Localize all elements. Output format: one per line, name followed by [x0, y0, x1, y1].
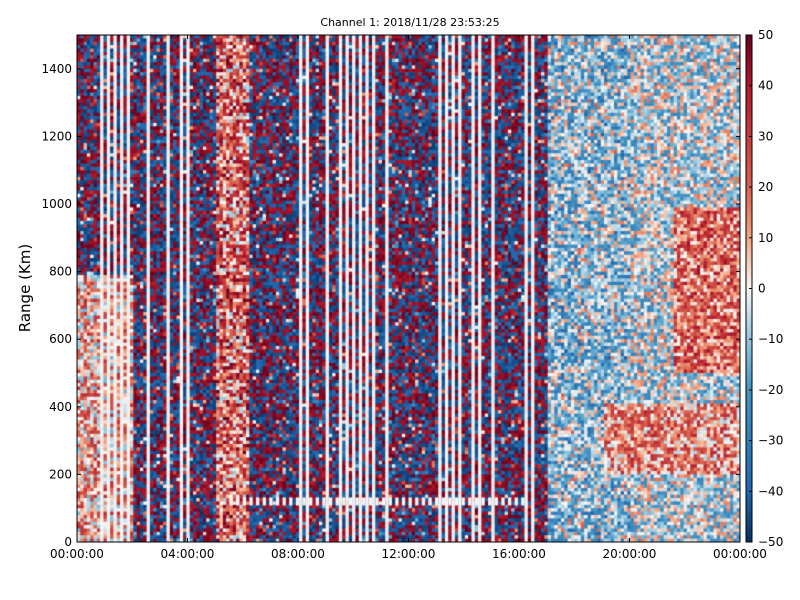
y-tick-label: 1200 [41, 129, 72, 143]
x-tick-label: 20:00:00 [603, 547, 657, 561]
x-tick-label: 04:00:00 [161, 547, 215, 561]
y-tick-label: 1000 [41, 197, 72, 211]
y-tick-label: 0 [64, 535, 72, 549]
colorbar: 50 40 30 20 10 0 −10 −20 −30 −40 −50 [745, 28, 783, 549]
colorbar-tick-label: 40 [758, 79, 773, 93]
colorbar-tick-label: −20 [758, 383, 783, 397]
colorbar-ticks: 50 40 30 20 10 0 −10 −20 −30 −40 −50 [749, 28, 783, 549]
y-tick-label: 1400 [41, 62, 72, 76]
x-tick-label: 00:00:00 [713, 547, 767, 561]
x-tick-label: 08:00:00 [271, 547, 325, 561]
colorbar-tick-label: −50 [758, 535, 783, 549]
y-axis-label: Range (Km) [16, 244, 34, 332]
colorbar-tick-label: 10 [758, 231, 773, 245]
colorbar-tick-label: 50 [758, 28, 773, 42]
x-tick-label: 00:00:00 [50, 547, 104, 561]
y-tick-label: 800 [49, 265, 72, 279]
heatmap-canvas-holder [77, 35, 740, 542]
colorbar-tick-label: 0 [758, 282, 766, 296]
chart-title: Channel 1: 2018/11/28 23:53:25 [320, 16, 499, 29]
x-tick-label: 12:00:00 [382, 547, 436, 561]
x-tick-label: 16:00:00 [492, 547, 546, 561]
y-tick-label: 600 [49, 332, 72, 346]
y-axis: 0 200 400 600 800 1000 1200 1400 [41, 62, 740, 549]
colorbar-tick-label: −10 [758, 332, 783, 346]
colorbar-tick-label: −30 [758, 434, 783, 448]
x-axis: 00:00:00 04:00:00 08:00:00 12:00:00 16:00:00… [50, 35, 767, 561]
colorbar-tick-label: −40 [758, 484, 783, 498]
y-tick-label: 400 [49, 400, 72, 414]
colorbar-tick-label: 20 [758, 180, 773, 194]
colorbar-tick-label: 30 [758, 129, 773, 143]
y-tick-label: 200 [49, 467, 72, 481]
